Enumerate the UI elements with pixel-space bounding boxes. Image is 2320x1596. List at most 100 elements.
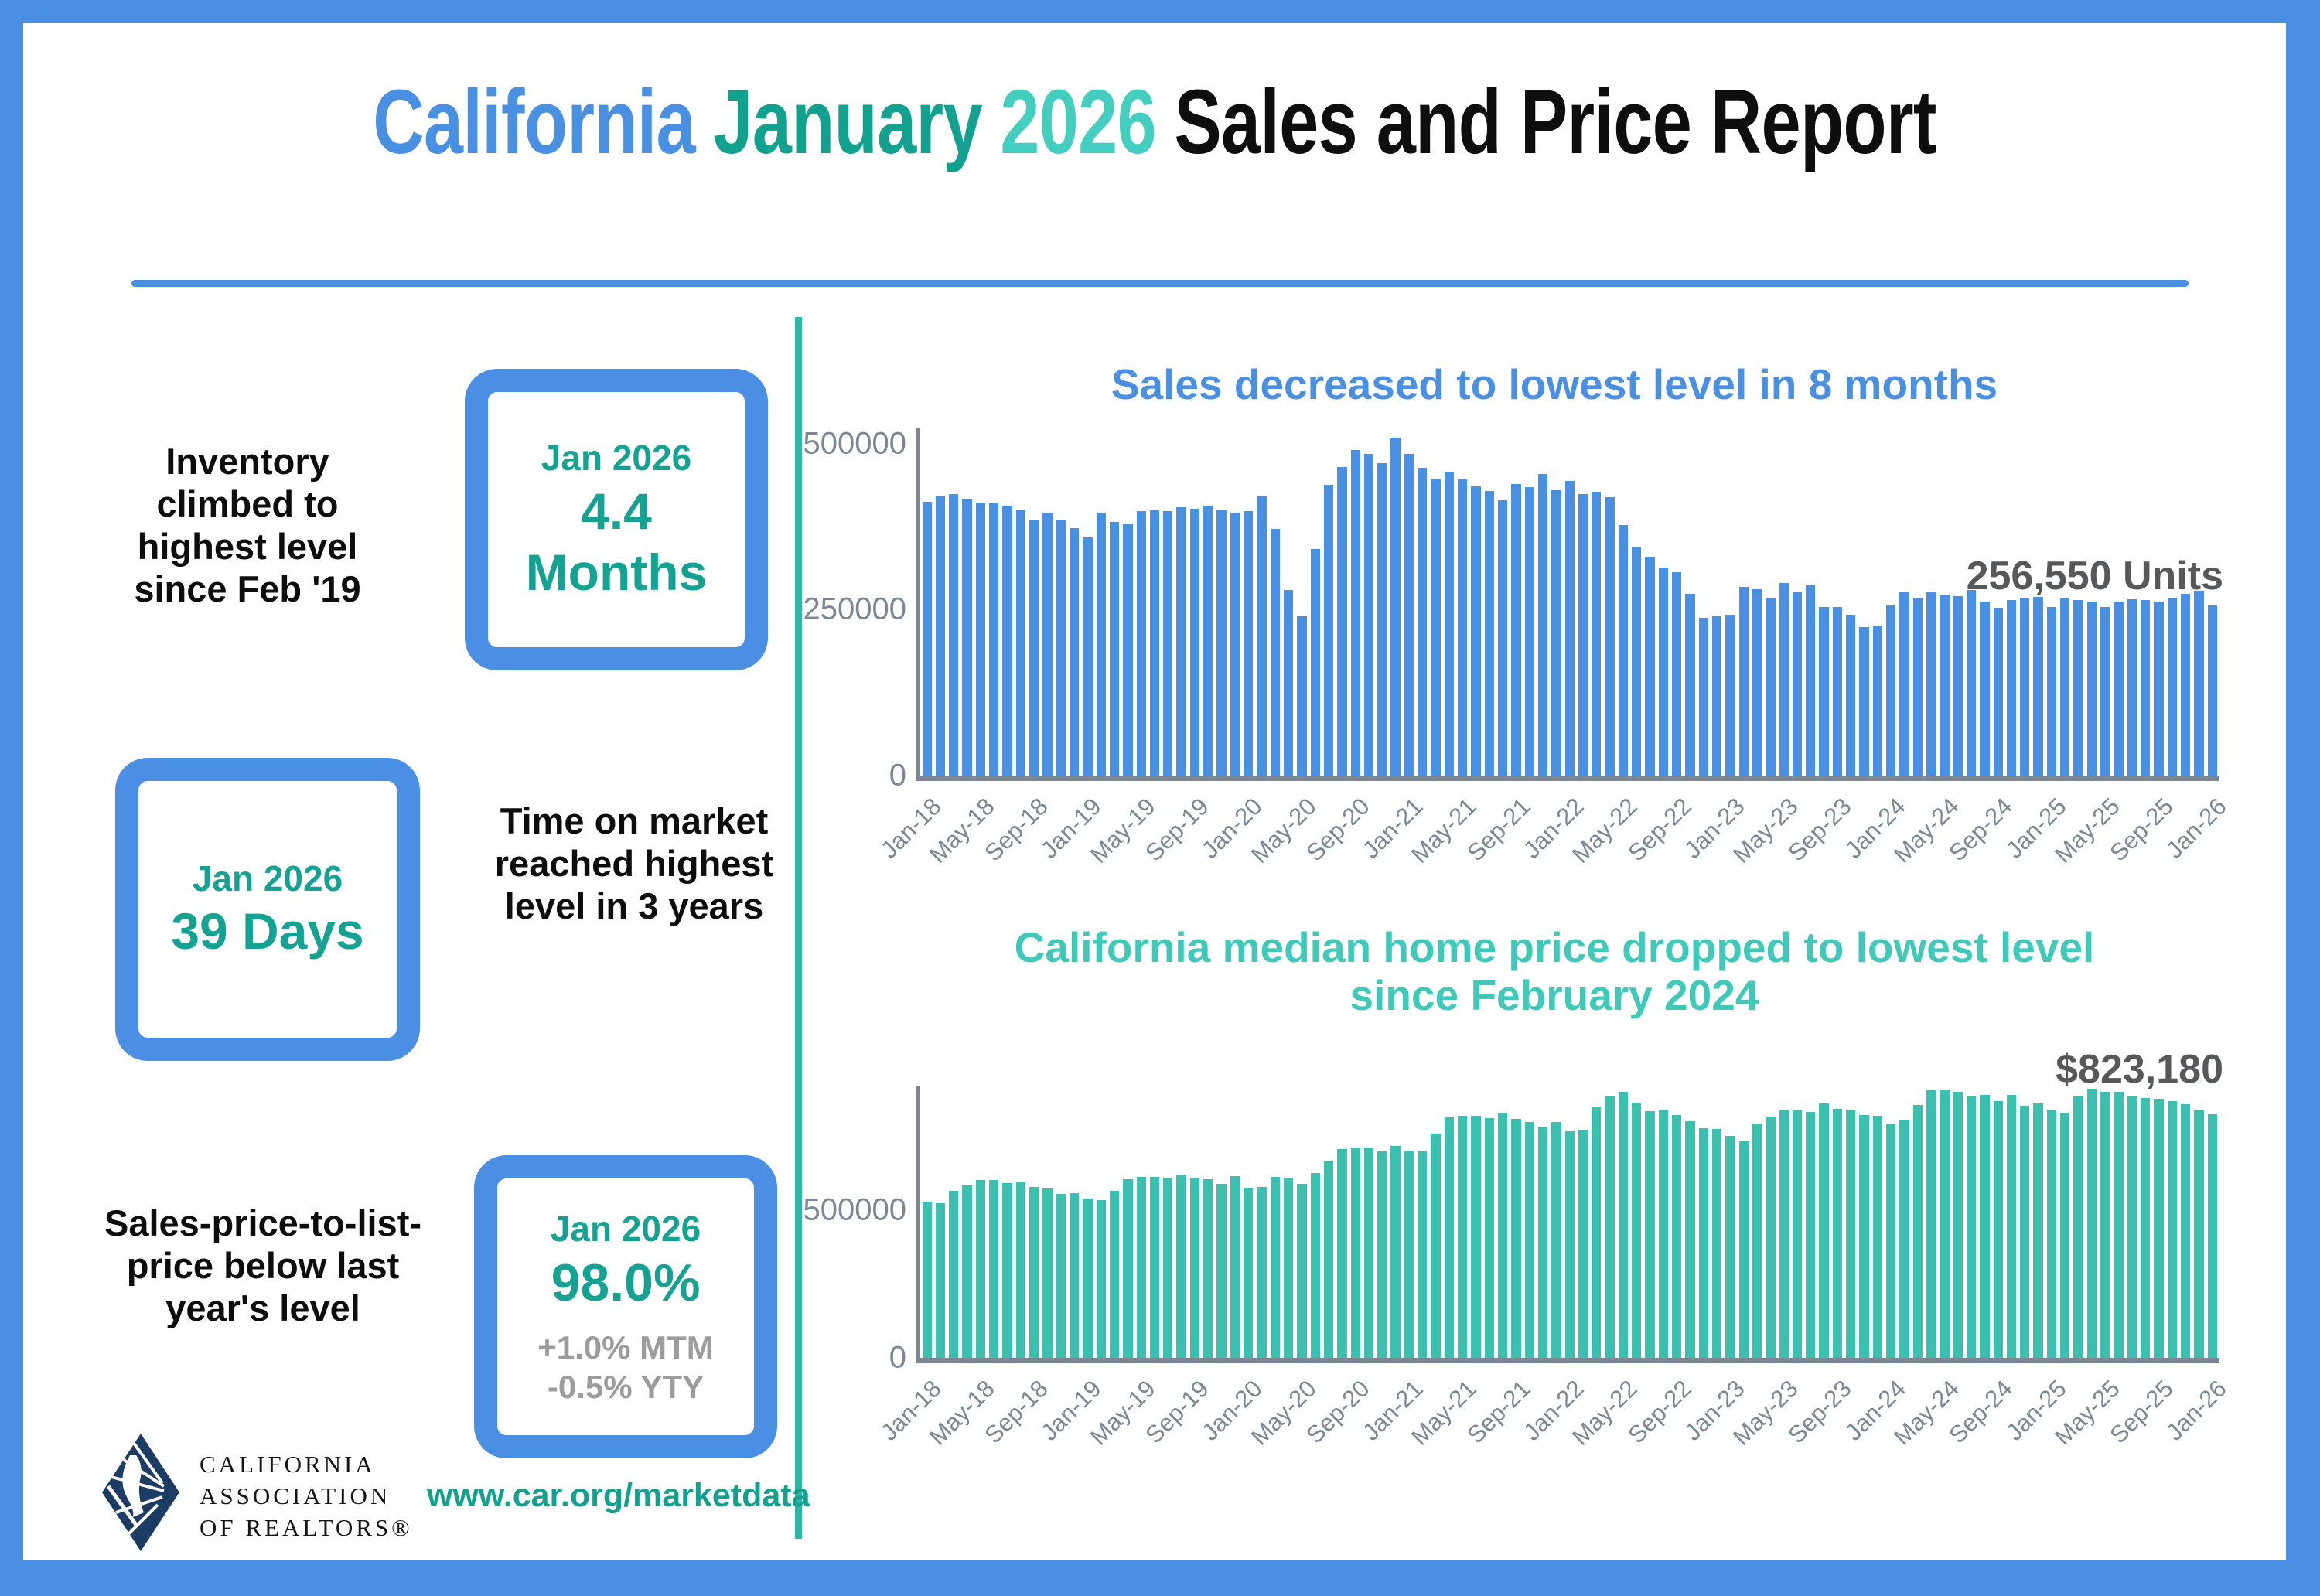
bar-May-22 <box>1618 525 1629 776</box>
bar-May-20 <box>1297 616 1307 776</box>
bar-Oct-21 <box>1524 1121 1534 1358</box>
bar-Nov-21 <box>1537 474 1548 776</box>
bar-Oct-20 <box>1363 453 1374 776</box>
bar-Feb-23 <box>1738 587 1749 776</box>
bar-Jan-22 <box>1564 480 1575 776</box>
bar-Nov-23 <box>1859 1114 1869 1358</box>
bar-Sep-22 <box>1672 1114 1682 1358</box>
vertical-divider <box>795 317 802 1539</box>
time-on-market-stat-box: Jan 2026 39 Days <box>115 758 420 1061</box>
bar-Sep-18 <box>1029 520 1039 776</box>
bar-Dec-21 <box>1551 489 1561 776</box>
title-part-california: California <box>373 71 695 173</box>
sales-chart-title: Sales decreased to lowest level in 8 mon… <box>1111 360 1998 408</box>
bar-Aug-20 <box>1337 1148 1347 1358</box>
bar-Dec-25 <box>2194 1109 2204 1358</box>
bar-Aug-18 <box>1015 510 1025 776</box>
bar-series <box>920 1086 2219 1358</box>
bar-Apr-20 <box>1283 1178 1294 1358</box>
bar-May-19 <box>1136 1177 1146 1358</box>
bar-May-23 <box>1779 1110 1789 1358</box>
bar-Oct-22 <box>1685 593 1695 776</box>
bar-Feb-24 <box>1899 592 1909 776</box>
bar-Jan-19 <box>1083 537 1093 776</box>
sale-to-list-stat-box: Jan 2026 98.0% +1.0% MTM -0.5% YTY <box>474 1155 777 1458</box>
bar-May-24 <box>1940 595 1950 776</box>
bar-Feb-22 <box>1578 1130 1588 1358</box>
x-axis-labels: Jan-18 May-18 Sep-18 Jan-19 May-19 Sep-19 Jan-… <box>875 776 2232 892</box>
bar-Jan-23 <box>1725 615 1735 776</box>
bar-Mar-19 <box>1109 521 1120 776</box>
bar-Jan-24 <box>1886 1124 1896 1358</box>
bar-Jul-19 <box>1163 511 1173 776</box>
bar-Nov-25 <box>2180 593 2191 776</box>
bar-Aug-25 <box>2140 1097 2151 1358</box>
bar-series <box>920 428 2219 776</box>
bar-Jan-20 <box>1244 1188 1254 1358</box>
bar-Sep-21 <box>1511 484 1521 776</box>
bar-Sep-25 <box>2154 602 2164 776</box>
bar-Feb-22 <box>1578 493 1588 776</box>
y-axis-tick-label: 250000 <box>803 592 906 626</box>
bar-Sep-24 <box>1993 1101 2003 1358</box>
bar-Jan-26 <box>2207 1114 2217 1358</box>
bar-Mar-22 <box>1592 492 1602 776</box>
bar-May-19 <box>1136 511 1146 776</box>
bar-Feb-25 <box>2060 597 2070 776</box>
bar-May-25 <box>2100 606 2110 776</box>
bar-Jun-21 <box>1471 1115 1481 1358</box>
bar-Jun-23 <box>1792 1110 1803 1358</box>
bar-Mar-20 <box>1270 1176 1280 1358</box>
page-title: California January 2026 Sales and Price … <box>272 70 2037 175</box>
bar-Mar-20 <box>1270 528 1280 776</box>
logo-line-2: ASSOCIATION <box>200 1482 391 1509</box>
bar-Nov-23 <box>1859 626 1869 776</box>
bar-Jul-25 <box>2127 1096 2137 1358</box>
bar-Jan-20 <box>1244 511 1254 776</box>
bar-Aug-18 <box>1015 1181 1025 1358</box>
car-diamond-logo-icon <box>102 1434 179 1551</box>
bar-May-21 <box>1458 1116 1468 1358</box>
bar-Jan-18 <box>922 502 932 776</box>
bar-Oct-23 <box>1846 615 1856 776</box>
bar-Oct-22 <box>1685 1120 1695 1358</box>
bar-Aug-25 <box>2140 600 2151 776</box>
bar-May-22 <box>1618 1092 1629 1358</box>
bar-Jun-25 <box>2114 602 2124 776</box>
bar-Feb-20 <box>1257 496 1267 776</box>
bar-Aug-22 <box>1658 1110 1668 1358</box>
bar-Jul-24 <box>1966 589 1977 776</box>
bar-Aug-21 <box>1497 1113 1508 1358</box>
bar-Jan-24 <box>1886 605 1896 776</box>
bar-Apr-22 <box>1605 1096 1615 1358</box>
bar-Oct-24 <box>2006 1095 2017 1358</box>
bar-Aug-20 <box>1337 466 1347 776</box>
bar-May-24 <box>1940 1089 1950 1358</box>
sale-to-list-yty-change: -0.5% YTY <box>547 1368 705 1405</box>
bar-Jul-22 <box>1645 1111 1655 1358</box>
sales-chart: Sales decreased to lowest level in 8 mon… <box>803 360 2235 916</box>
bar-Feb-21 <box>1418 1151 1428 1358</box>
bar-Jul-22 <box>1645 556 1655 776</box>
bar-Apr-19 <box>1123 523 1133 776</box>
bar-Oct-23 <box>1846 1109 1856 1358</box>
bar-Jun-20 <box>1310 1172 1320 1358</box>
title-divider-rule <box>131 280 2189 287</box>
bar-May-18 <box>975 1180 986 1358</box>
bar-Jul-21 <box>1484 1117 1494 1358</box>
bar-Jan-21 <box>1404 453 1414 776</box>
bar-May-18 <box>975 503 986 776</box>
bar-Oct-18 <box>1042 512 1053 776</box>
market-data-url: www.car.org/marketdata <box>427 1477 810 1514</box>
sale-to-list-stat-label: Sales-price-to-list-price below last yea… <box>104 1202 422 1328</box>
bar-Apr-21 <box>1444 471 1454 776</box>
bar-Nov-18 <box>1056 1193 1066 1358</box>
bar-Mar-24 <box>1912 597 1923 776</box>
median-price-chart-plot: 500000 0 Jan-18 May-18 Sep-18 Jan-19 May-19 Sep… <box>803 1086 2232 1451</box>
bar-Feb-19 <box>1096 1199 1106 1358</box>
bar-Jun-20 <box>1310 549 1320 776</box>
bar-Feb-18 <box>935 1203 946 1358</box>
bar-Jan-19 <box>1083 1199 1093 1358</box>
y-axis-tick-label: 0 <box>889 758 906 793</box>
logo-line-3: OF REALTORS® <box>200 1513 413 1541</box>
